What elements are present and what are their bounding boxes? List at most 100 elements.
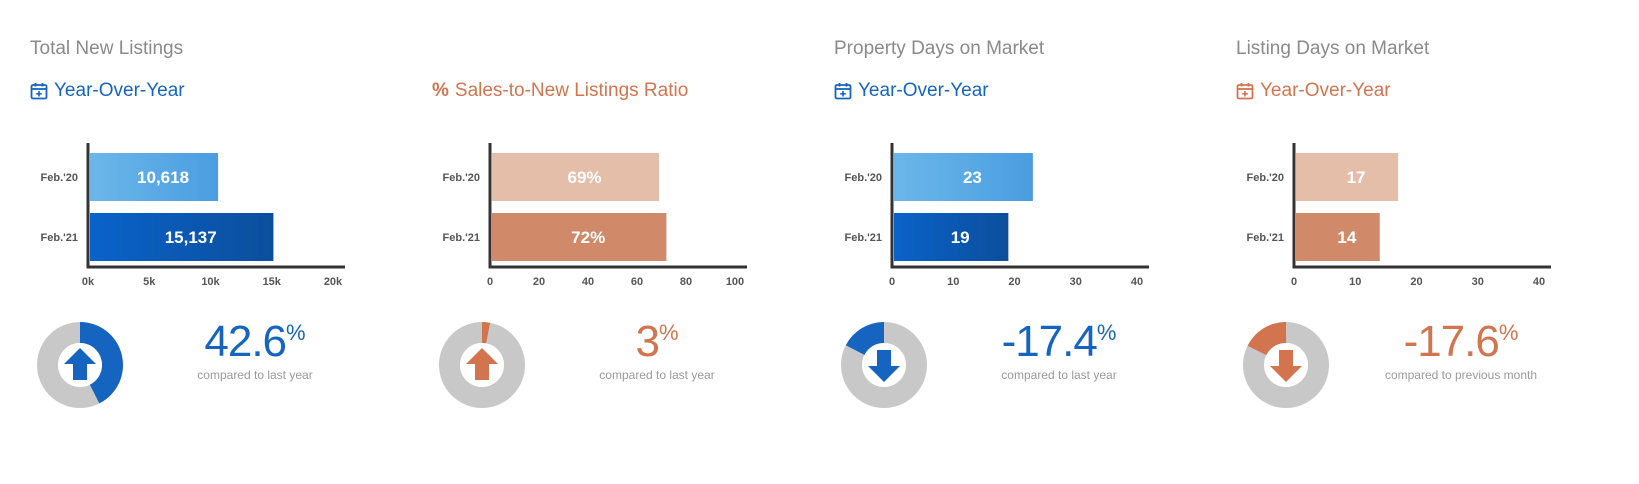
panel-title: Property Days on Market xyxy=(834,38,1045,59)
data-label: 17 xyxy=(1347,168,1366,187)
data-label: 72% xyxy=(571,228,605,247)
subtitle-link[interactable]: % Sales-to-New Listings Ratio xyxy=(432,80,688,102)
x-tick-label: 10 xyxy=(1349,276,1361,288)
data-label: 10,618 xyxy=(137,168,189,187)
donut-svg xyxy=(37,322,123,408)
category-label: Feb.'20 xyxy=(1247,172,1284,184)
x-tick-label: 10k xyxy=(201,276,220,288)
bar-chart: Feb.'20 17 Feb.'21 14 0 10 20 30 40 xyxy=(1247,143,1551,288)
down-arrow-icon xyxy=(1270,350,1302,382)
change-unit: % xyxy=(658,320,679,345)
x-tick-label: 5k xyxy=(143,276,156,288)
data-label: 14 xyxy=(1337,228,1356,247)
x-tick-label: 40 xyxy=(1533,276,1545,288)
change-percent: 42.6% xyxy=(175,318,335,366)
change-caption: compared to last year xyxy=(599,368,715,382)
donut-svg xyxy=(439,322,525,408)
bar-0 xyxy=(1296,153,1399,201)
bar-1 xyxy=(1296,213,1380,261)
category-label: Feb.'21 xyxy=(1247,232,1284,244)
change-percent: -17.6% xyxy=(1381,318,1541,366)
subtitle-link[interactable]: Year-Over-Year xyxy=(30,80,185,102)
calendar-plus-icon xyxy=(1236,83,1254,100)
bar-chart: Feb.'20 23 Feb.'21 19 0 10 20 30 40 xyxy=(845,143,1149,288)
down-arrow-icon xyxy=(868,350,900,382)
subtitle-label: Year-Over-Year xyxy=(858,80,989,101)
category-label: Feb.'21 xyxy=(41,232,78,244)
up-arrow-icon xyxy=(466,348,498,380)
bar-1 xyxy=(894,213,1009,261)
x-tick-label: 80 xyxy=(680,276,692,288)
data-label: 15,137 xyxy=(165,228,217,247)
panel-sales-to-new-listings: % Sales-to-New Listings Ratio Feb.'20 69%… xyxy=(432,0,832,484)
category-label: Feb.'21 xyxy=(443,232,480,244)
x-tick-label: 100 xyxy=(726,276,744,288)
subtitle-label: Sales-to-New Listings Ratio xyxy=(454,80,689,101)
x-tick-label: 10 xyxy=(947,276,959,288)
panel-property-days-on-market: Property Days on Market Year-Over-Year F… xyxy=(834,0,1234,484)
bar-0 xyxy=(90,153,219,201)
x-tick-label: 30 xyxy=(1472,276,1484,288)
panel-title: Listing Days on Market xyxy=(1236,38,1430,59)
change-percent: 3% xyxy=(577,318,737,366)
x-tick-label: 0 xyxy=(487,276,493,288)
x-tick-label: 20k xyxy=(324,276,343,288)
category-label: Feb.'20 xyxy=(443,172,480,184)
x-tick-label: 20 xyxy=(1008,276,1020,288)
donut-svg xyxy=(1243,322,1329,408)
change-caption: compared to last year xyxy=(1001,368,1117,382)
up-arrow-icon xyxy=(64,348,96,380)
category-label: Feb.'21 xyxy=(845,232,882,244)
category-label: Feb.'20 xyxy=(41,172,78,184)
x-tick-label: 40 xyxy=(582,276,594,288)
bar-chart: Feb.'20 10,618 Feb.'21 15,137 0k 5k 10k 15k 20k xyxy=(41,143,345,288)
donut-chart xyxy=(437,320,527,410)
x-tick-label: 40 xyxy=(1131,276,1143,288)
x-tick-label: 0 xyxy=(889,276,895,288)
change-unit: % xyxy=(1498,320,1519,345)
donut-segment xyxy=(845,322,884,355)
calendar-plus-icon xyxy=(30,83,48,100)
change-value: 3 xyxy=(635,317,660,366)
panel-listing-days-on-market: Listing Days on Market Year-Over-Year Fe… xyxy=(1236,0,1636,484)
percent-icon: % xyxy=(432,80,449,101)
data-label: 19 xyxy=(951,228,970,247)
x-tick-label: 15k xyxy=(263,276,282,288)
donut-chart xyxy=(35,320,125,410)
calendar-plus-icon xyxy=(834,83,852,100)
change-unit: % xyxy=(286,320,306,345)
subtitle-label: Year-Over-Year xyxy=(54,80,185,101)
donut-segment xyxy=(482,322,491,344)
panel-total-new-listings: Total New Listings Year-Over-Year Feb.'2… xyxy=(30,0,430,484)
change-caption: compared to previous month xyxy=(1384,368,1538,382)
data-label: 69% xyxy=(568,168,602,187)
change-percent: -17.4% xyxy=(979,318,1139,366)
change-value: -17.4 xyxy=(1001,317,1098,366)
donut-segment xyxy=(1247,322,1286,356)
change-value: 42.6 xyxy=(204,317,287,366)
category-label: Feb.'20 xyxy=(845,172,882,184)
bar-0 xyxy=(492,153,660,201)
subtitle-link[interactable]: Year-Over-Year xyxy=(1236,80,1391,102)
x-tick-label: 60 xyxy=(631,276,643,288)
x-tick-label: 20 xyxy=(533,276,545,288)
change-unit: % xyxy=(1096,320,1117,345)
donut-segment xyxy=(80,322,123,404)
bar-1 xyxy=(492,213,667,261)
bar-chart: Feb.'20 69% Feb.'21 72% 0 20 40 60 80 100 xyxy=(443,143,747,288)
data-label: 23 xyxy=(963,168,982,187)
x-tick-label: 0k xyxy=(82,276,95,288)
donut-chart xyxy=(839,320,929,410)
subtitle-label: Year-Over-Year xyxy=(1260,80,1391,101)
change-caption: compared to last year xyxy=(197,368,313,382)
x-tick-label: 0 xyxy=(1291,276,1297,288)
change-value: -17.6 xyxy=(1403,317,1500,366)
subtitle-link[interactable]: Year-Over-Year xyxy=(834,80,989,102)
panel-title: Total New Listings xyxy=(30,38,184,59)
donut-svg xyxy=(841,322,927,408)
bar-1 xyxy=(90,213,274,261)
x-tick-label: 30 xyxy=(1070,276,1082,288)
x-tick-label: 20 xyxy=(1410,276,1422,288)
bar-0 xyxy=(894,153,1033,201)
donut-chart xyxy=(1241,320,1331,410)
